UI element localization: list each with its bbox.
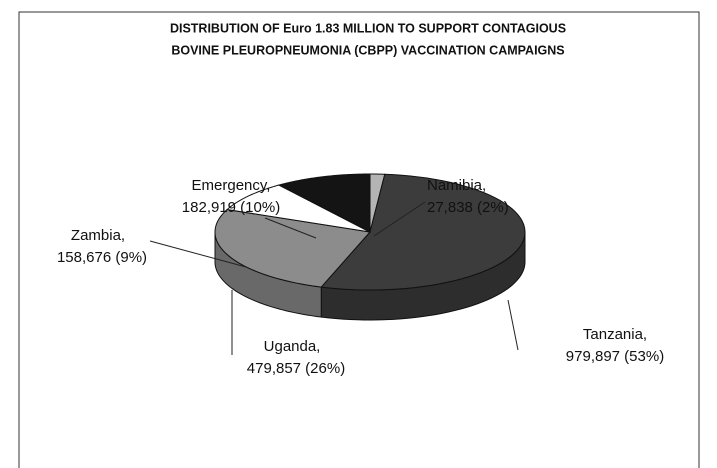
slice-value-label: 158,676 (9%) <box>57 249 147 266</box>
slice-value-label: 479,857 (26%) <box>247 360 345 377</box>
slice-label: Uganda, <box>264 338 321 355</box>
slice <box>277 173 371 233</box>
slice-value-label: 979,897 (53%) <box>566 348 664 365</box>
pie <box>214 173 526 321</box>
leader-line <box>149 240 247 268</box>
slice-label: Zambia, <box>71 227 125 244</box>
slice-label: Namibia, <box>427 177 486 194</box>
chart-title: DISTRIBUTION OF Euro 1.83 MILLION TO SUP… <box>170 21 566 35</box>
leader-line <box>264 217 317 239</box>
slice <box>225 184 371 233</box>
leader-line <box>507 299 519 351</box>
slice <box>320 173 526 291</box>
slice-label: Tanzania, <box>583 326 647 343</box>
chart-title: BOVINE PLEUROPNEUMONIA (CBPP) VACCINATIO… <box>171 43 564 57</box>
slice-label: Emergency, <box>192 177 271 194</box>
slice <box>214 209 371 288</box>
leader-line <box>373 201 426 237</box>
slice-value-label: 182,919 (10%) <box>182 199 280 216</box>
slice-value-label: 27,838 (2%) <box>427 199 509 216</box>
